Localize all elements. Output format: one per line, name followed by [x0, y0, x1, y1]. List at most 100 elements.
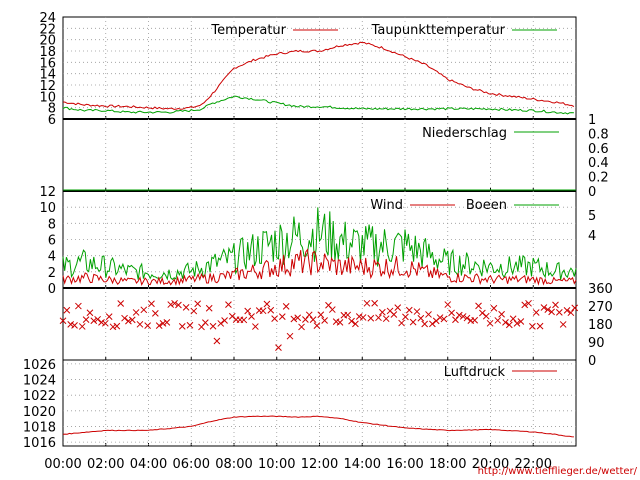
direction-point — [286, 332, 294, 340]
direction-point — [471, 316, 479, 324]
direction-point — [71, 322, 78, 329]
direction-point — [259, 307, 267, 315]
y-tick-label-niederschlag: 0.2 — [588, 171, 609, 186]
direction-point — [440, 315, 448, 323]
y-tick-label-temp: 24 — [39, 11, 56, 26]
direction-point — [317, 311, 325, 319]
direction-point — [209, 322, 217, 330]
direction-point — [267, 306, 275, 314]
direction-point — [409, 318, 417, 326]
direction-point — [213, 337, 221, 345]
direction-point — [225, 301, 232, 308]
legend-niederschlag: Niederschlag — [422, 126, 507, 141]
direction-point — [78, 323, 86, 330]
direction-point — [448, 309, 455, 317]
direction-point — [155, 322, 163, 329]
direction-point — [321, 317, 328, 324]
direction-point — [355, 313, 363, 320]
direction-point — [502, 319, 509, 326]
direction-point — [194, 300, 202, 308]
direction-point — [552, 301, 559, 309]
direction-point — [517, 318, 525, 325]
direction-point — [567, 309, 575, 317]
y-tick-label-pressure: 1022 — [23, 389, 56, 404]
x-tick-label: 04:00 — [130, 457, 167, 472]
y-tick-label-direction: 270 — [588, 300, 613, 315]
direction-point — [455, 311, 463, 319]
y-tick-label-pressure: 1024 — [23, 374, 56, 389]
direction-point — [248, 313, 255, 320]
direction-point — [167, 301, 175, 308]
credit-link[interactable]: http://www.tiefflieger.de/wetter/ — [478, 466, 638, 477]
direction-point — [148, 300, 155, 308]
y-tick-label-temp: 12 — [39, 79, 56, 94]
direction-point — [186, 321, 194, 329]
direction-point — [363, 299, 371, 307]
direction-point — [509, 315, 517, 323]
direction-point — [375, 314, 382, 322]
y-tick-label-temp: 20 — [39, 34, 56, 49]
x-tick-label: 22:00 — [515, 457, 552, 472]
direction-point — [121, 314, 128, 322]
direction-point — [151, 309, 159, 317]
direction-point — [82, 316, 90, 323]
y-tick-label-temp: 18 — [39, 45, 56, 60]
direction-point — [394, 304, 402, 312]
direction-point — [117, 300, 125, 307]
direction-point — [59, 317, 67, 325]
y-tick-label-wind-right: 4 — [588, 229, 596, 244]
y-tick-label-wind-right: 5 — [588, 209, 596, 224]
direction-point — [459, 313, 467, 320]
direction-point — [429, 320, 436, 328]
axis-labels: 00:00 02:00 04:00 06:00 08:00 10:00 12:00 14:00… — [23, 11, 613, 472]
direction-point — [101, 319, 109, 327]
direction-point — [563, 307, 571, 314]
direction-point — [532, 309, 540, 316]
direction-point — [205, 304, 213, 312]
series-line-temperatur — [62, 41, 575, 110]
direction-point — [367, 314, 375, 322]
y-tick-label-direction: 90 — [588, 336, 605, 351]
y-tick-label-direction: 180 — [588, 318, 613, 333]
direction-point — [98, 318, 105, 326]
direction-point — [417, 314, 425, 322]
direction-point — [398, 319, 405, 327]
direction-point — [182, 304, 190, 311]
x-tick-label: 16:00 — [386, 457, 423, 472]
y-tick-label-temp: 16 — [39, 56, 56, 71]
direction-point — [163, 319, 171, 326]
y-tick-label-direction: 0 — [588, 354, 596, 369]
direction-point — [352, 320, 359, 328]
y-tick-label-niederschlag: 1 — [588, 113, 596, 128]
direction-point — [136, 320, 144, 328]
direction-point — [75, 302, 82, 310]
direction-point — [444, 301, 452, 308]
direction-point — [94, 315, 101, 323]
series-line-luftdruck — [62, 415, 574, 438]
direction-point — [529, 323, 536, 330]
y-tick-label-direction: 360 — [588, 282, 613, 297]
direction-point — [405, 306, 413, 314]
x-tick-label: 10:00 — [258, 457, 295, 472]
y-tick-label-temp: 8 — [48, 102, 56, 117]
direction-point — [486, 319, 494, 327]
y-tick-label-niederschlag: 0.6 — [588, 142, 609, 157]
x-tick-label: 18:00 — [429, 457, 466, 472]
y-tick-label-pressure: 1020 — [23, 405, 56, 420]
x-tick-label: 08:00 — [215, 457, 252, 472]
y-tick-label-pressure: 1026 — [23, 358, 56, 373]
data-marks — [59, 41, 579, 438]
direction-point — [336, 319, 344, 326]
series-line-boeen — [62, 207, 577, 281]
direction-point — [559, 321, 567, 328]
direction-point — [90, 317, 98, 325]
direction-point — [544, 306, 552, 314]
x-tick-label: 00:00 — [44, 457, 81, 472]
direction-point — [263, 300, 271, 308]
direction-point — [244, 307, 252, 315]
direction-point — [67, 320, 75, 328]
x-tick-label: 02:00 — [87, 457, 124, 472]
x-tick-label: 14:00 — [344, 457, 381, 472]
direction-point — [436, 314, 444, 321]
legend-taupunkttemperatur: Taupunkttemperatur — [371, 23, 506, 38]
